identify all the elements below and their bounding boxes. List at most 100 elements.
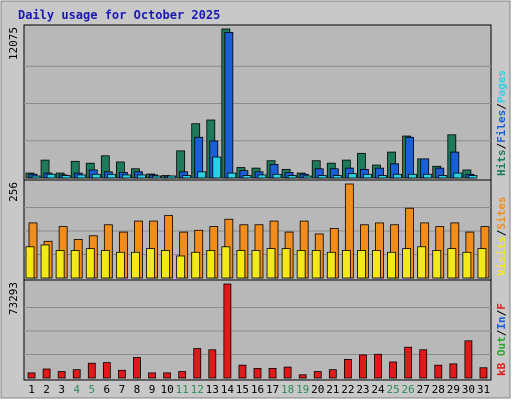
bar-pages — [227, 172, 237, 179]
legend-kbf-in-out: kB Out/In/F — [495, 303, 508, 376]
bar-pages — [152, 175, 161, 179]
bar-visits — [357, 250, 366, 279]
x-tick-label: 16 — [251, 383, 264, 396]
bar-kb-f — [253, 367, 262, 379]
x-tick-label: 7 — [119, 383, 126, 396]
bar-pages — [453, 172, 463, 179]
x-tick-label: 24 — [371, 383, 385, 396]
x-tick-label: 12 — [191, 383, 204, 396]
bar-pages — [242, 175, 252, 179]
bar-pages — [332, 175, 342, 179]
bar-pages — [61, 175, 71, 179]
bar-pages — [197, 171, 207, 179]
bar-visits — [372, 250, 381, 279]
y-max-label: 12075 — [7, 27, 20, 60]
bar-kb-f — [434, 364, 443, 379]
x-tick-label: 26 — [402, 383, 415, 396]
bar-visits — [341, 250, 351, 279]
bar-visits — [311, 250, 321, 279]
x-tick-label: 6 — [104, 383, 111, 396]
bar-visits — [432, 250, 442, 279]
bar-visits — [146, 248, 155, 279]
bar-visits — [387, 251, 396, 279]
bar-visits — [176, 255, 186, 279]
bar-kb-f — [359, 354, 367, 379]
bar-kb-f — [87, 362, 96, 379]
bar-kb-f — [163, 372, 172, 379]
bar-kb-f — [118, 369, 126, 379]
x-tick-label: 10 — [160, 383, 173, 396]
x-axis: 1 2 3 4 5 6 7 8 9 10 11 12 13 14 15 16 17 18 19 20 21 22 23 24 2… — [28, 383, 490, 396]
bar-visits — [206, 250, 216, 279]
bar-kb-f — [283, 366, 292, 379]
panels-group: 12075 Hits/Files/Pages 256 Visits/Sites 7329… — [7, 24, 508, 381]
bar-kb-f — [389, 361, 397, 379]
bar-pages — [91, 173, 101, 179]
bar-pages — [272, 173, 282, 179]
bar-kb-f — [133, 357, 141, 379]
bar-pages — [182, 175, 192, 179]
bar-visits — [85, 248, 95, 279]
bar-pages — [287, 175, 297, 179]
bar-kb-f — [148, 372, 156, 379]
bar-visits — [447, 248, 457, 279]
x-tick-label: 18 — [281, 383, 294, 396]
x-tick-label: 30 — [462, 383, 475, 396]
bar-kb-f — [238, 364, 247, 379]
bar-visits — [55, 250, 65, 279]
x-tick-label: 13 — [206, 383, 219, 396]
x-tick-label: 27 — [417, 383, 430, 396]
bar-visits — [40, 244, 50, 279]
bar-kb-f — [57, 371, 66, 379]
bar-kb-f — [27, 372, 36, 379]
bar-visits — [402, 248, 412, 279]
bar-visits — [266, 248, 276, 279]
bar-pages — [137, 174, 146, 179]
bar-visits — [477, 248, 487, 279]
bar-kb-f — [464, 340, 473, 379]
x-tick-label: 9 — [149, 383, 156, 396]
bar-visits — [191, 251, 201, 279]
x-tick-label: 2 — [43, 383, 50, 396]
bar-kb-f — [208, 349, 217, 379]
bar-kb-f — [72, 369, 81, 379]
bar-kb-f — [328, 369, 337, 379]
panel-kbf-in-out — [23, 279, 492, 381]
legend-hits-files-pages: Hits/Files/Pages — [495, 70, 508, 176]
x-tick-label: 23 — [356, 383, 369, 396]
bar-kb-f — [178, 371, 187, 379]
bar-visits — [462, 251, 472, 279]
bar-visits — [236, 250, 246, 279]
bar-pages — [121, 174, 131, 179]
y-max-label: 256 — [7, 182, 20, 202]
x-tick-label: 21 — [326, 383, 339, 396]
bar-kb-f — [193, 348, 202, 379]
bar-pages — [167, 175, 176, 179]
bar-visits — [131, 251, 140, 279]
bar-visits — [281, 248, 291, 279]
bar-pages — [76, 174, 86, 179]
bar-kb-f — [404, 346, 413, 379]
bar-pages — [468, 175, 478, 179]
bar-files — [224, 31, 234, 179]
x-tick-label: 5 — [88, 383, 95, 396]
bar-kb-f — [374, 353, 382, 379]
bar-pages — [408, 173, 418, 179]
bar-pages — [347, 173, 357, 179]
x-tick-label: 4 — [73, 383, 80, 396]
bar-pages — [378, 175, 387, 179]
x-tick-label: 3 — [58, 383, 65, 396]
bar-pages — [363, 173, 372, 179]
bar-visits — [417, 246, 427, 279]
bar-files — [405, 136, 415, 179]
bar-visits — [100, 250, 110, 279]
bar-kb-f — [298, 374, 307, 379]
bar-kb-f — [313, 371, 322, 379]
x-tick-label: 11 — [176, 383, 189, 396]
x-tick-label: 17 — [266, 383, 279, 396]
bar-kb-f — [42, 368, 51, 379]
x-tick-label: 25 — [386, 383, 399, 396]
chart-title: Daily usage for October 2025 — [18, 8, 220, 22]
bar-pages — [257, 174, 267, 179]
